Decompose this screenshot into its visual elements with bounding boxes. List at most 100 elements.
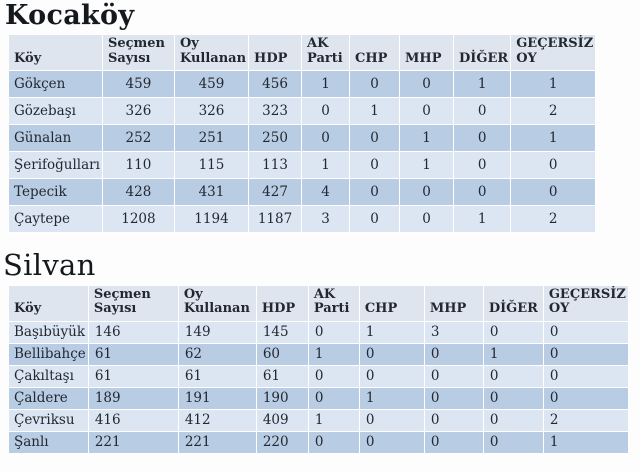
village-name-cell: Çaytepe (8, 205, 103, 234)
value-cell: 146 (87, 320, 179, 344)
value-cell: 115 (173, 151, 250, 180)
value-cell: 1 (301, 151, 351, 180)
value-cell: 0 (453, 124, 512, 153)
column-header: Köy (8, 284, 89, 322)
section-kocakoy: Kocaköy Köy Seçmen Sayısı Oy Kullanan HDP AK… (0, 0, 640, 234)
column-header: Oy Kullanan (173, 34, 250, 72)
header-row: Köy Seçmen Sayısı Oy Kullanan HDP AK Parti CH… (8, 34, 597, 72)
value-cell: 0 (307, 320, 360, 344)
value-cell: 1 (453, 70, 512, 99)
value-cell: 0 (423, 408, 484, 432)
value-cell: 0 (399, 205, 455, 234)
value-cell: 0 (349, 70, 401, 99)
value-cell: 0 (542, 320, 629, 344)
value-cell: 1 (307, 342, 360, 366)
value-cell: 0 (423, 386, 484, 410)
value-cell: 0 (358, 364, 425, 388)
value-cell: 0 (399, 97, 455, 126)
value-cell: 0 (482, 408, 544, 432)
value-cell: 412 (177, 408, 257, 432)
value-cell: 0 (482, 386, 544, 410)
value-cell: 459 (101, 70, 175, 99)
value-cell: 1 (399, 151, 455, 180)
value-cell: 4 (301, 178, 351, 207)
section-title-kocakoy: Kocaköy (5, 0, 135, 31)
header-row: Köy Seçmen Sayısı Oy Kullanan HDP AK Parti CH… (8, 284, 629, 322)
value-cell: 0 (482, 364, 544, 388)
value-cell: 0 (453, 151, 512, 180)
value-cell: 0 (542, 364, 629, 388)
value-cell: 1194 (173, 205, 250, 234)
column-header: MHP (399, 34, 455, 72)
table-row: Çevriksu 416 412 409 1 0 0 0 2 (8, 408, 629, 432)
value-cell: 431 (173, 178, 250, 207)
value-cell: 0 (358, 408, 425, 432)
value-cell: 0 (307, 364, 360, 388)
column-header: Köy (8, 34, 103, 72)
value-cell: 220 (255, 430, 309, 454)
value-cell: 428 (101, 178, 175, 207)
value-cell: 409 (255, 408, 309, 432)
value-cell: 1208 (101, 205, 175, 234)
village-name-cell: Çevriksu (8, 408, 89, 432)
value-cell: 0 (423, 342, 484, 366)
value-cell: 62 (177, 342, 257, 366)
village-name-cell: Şanlı (8, 430, 89, 454)
value-cell: 0 (542, 386, 629, 410)
table-row: Çakıltaşı 61 61 61 0 0 0 0 0 (8, 364, 629, 388)
value-cell: 61 (255, 364, 309, 388)
column-header: Oy Kullanan (177, 284, 257, 322)
results-table-kocakoy: Köy Seçmen Sayısı Oy Kullanan HDP AK Parti CH… (8, 34, 597, 234)
value-cell: 1 (542, 430, 629, 454)
value-cell: 0 (399, 178, 455, 207)
value-cell: 0 (510, 178, 597, 207)
village-name-cell: Çaldere (8, 386, 89, 410)
table-row: Şerifoğulları 110 115 113 1 0 1 0 0 (8, 151, 597, 180)
column-header: AK Parti (301, 34, 351, 72)
column-header: HDP (255, 284, 309, 322)
value-cell: 0 (542, 342, 629, 366)
value-cell: 1 (510, 70, 597, 99)
results-table-silvan: Köy Seçmen Sayısı Oy Kullanan HDP AK Parti CH… (8, 284, 629, 454)
column-header: GEÇERSİZ OY (510, 34, 597, 72)
value-cell: 0 (307, 386, 360, 410)
value-cell: 0 (349, 124, 401, 153)
village-name-cell: Şerifoğulları (8, 151, 103, 180)
value-cell: 1 (307, 408, 360, 432)
value-cell: 0 (349, 178, 401, 207)
value-cell: 0 (453, 178, 512, 207)
village-name-cell: Günalan (8, 124, 103, 153)
value-cell: 1187 (248, 205, 303, 234)
value-cell: 113 (248, 151, 303, 180)
value-cell: 0 (482, 320, 544, 344)
column-header: DİĞER (453, 34, 512, 72)
table-row: Günalan 252 251 250 0 0 1 0 1 (8, 124, 597, 153)
value-cell: 0 (399, 70, 455, 99)
section-silvan: Silvan Köy Seçmen Sayısı Oy Kullanan HDP AK … (0, 250, 640, 454)
value-cell: 60 (255, 342, 309, 366)
column-header: CHP (349, 34, 401, 72)
column-header: MHP (423, 284, 484, 322)
value-cell: 251 (173, 124, 250, 153)
column-header: Seçmen Sayısı (101, 34, 175, 72)
column-header: CHP (358, 284, 425, 322)
village-name-cell: Çakıltaşı (8, 364, 89, 388)
value-cell: 149 (177, 320, 257, 344)
value-cell: 61 (87, 342, 179, 366)
value-cell: 145 (255, 320, 309, 344)
value-cell: 61 (87, 364, 179, 388)
value-cell: 3 (423, 320, 484, 344)
value-cell: 190 (255, 386, 309, 410)
value-cell: 326 (101, 97, 175, 126)
section-title-silvan: Silvan (3, 248, 96, 283)
value-cell: 1 (399, 124, 455, 153)
value-cell: 416 (87, 408, 179, 432)
value-cell: 250 (248, 124, 303, 153)
value-cell: 221 (87, 430, 179, 454)
value-cell: 0 (482, 430, 544, 454)
value-cell: 1 (358, 320, 425, 344)
value-cell: 0 (423, 430, 484, 454)
value-cell: 3 (301, 205, 351, 234)
value-cell: 1 (510, 124, 597, 153)
